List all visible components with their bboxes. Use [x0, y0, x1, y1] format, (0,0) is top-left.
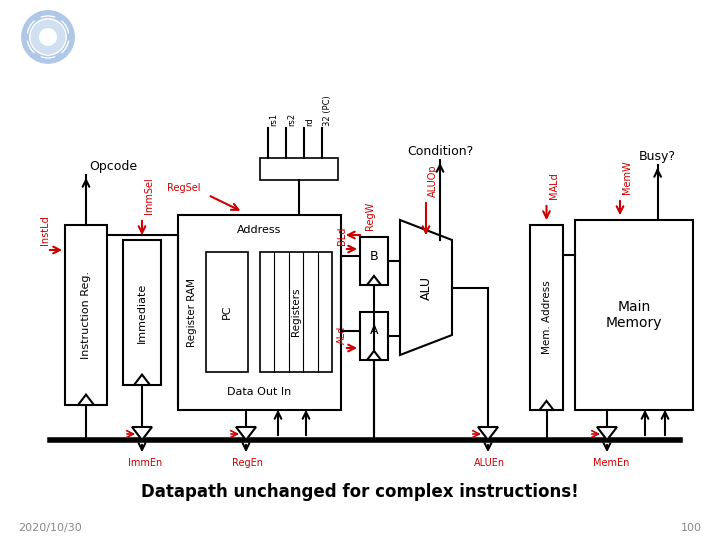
Bar [123, 240, 161, 385]
Polygon shape [367, 276, 381, 285]
Bar [360, 237, 388, 285]
Polygon shape [78, 395, 94, 405]
Circle shape [40, 29, 56, 45]
Text: ALUOp: ALUOp [428, 164, 438, 197]
Text: rs1: rs1 [269, 113, 278, 126]
Text: Data Out In: Data Out In [228, 387, 292, 397]
Polygon shape [539, 401, 554, 410]
Polygon shape [400, 220, 452, 355]
Text: rs2: rs2 [287, 113, 296, 126]
Text: Busy?: Busy? [639, 150, 676, 163]
Text: Immediate: Immediate [137, 282, 147, 342]
Circle shape [30, 19, 66, 55]
Text: Registers: Registers [291, 288, 301, 336]
Text: ALU: ALU [420, 276, 433, 300]
Text: 32 (PC): 32 (PC) [323, 95, 332, 126]
Bar [206, 252, 248, 372]
Bar [178, 215, 341, 410]
Circle shape [20, 9, 76, 65]
Text: Single-Bus Datapath for Microcoded RISC-V: Single-Bus Datapath for Microcoded RISC-… [106, 25, 684, 49]
Text: 100: 100 [681, 523, 702, 533]
Bar [65, 225, 107, 405]
Bar [530, 225, 563, 410]
Bar [360, 312, 388, 360]
Polygon shape [478, 427, 498, 440]
Text: Datapath unchanged for complex instructions!: Datapath unchanged for complex instructi… [141, 483, 579, 501]
Text: B: B [369, 249, 378, 262]
Text: PC: PC [222, 305, 232, 319]
Text: Address: Address [238, 225, 282, 235]
Text: ALUEn: ALUEn [474, 458, 505, 468]
Text: MemEn: MemEn [593, 458, 629, 468]
Polygon shape [367, 351, 381, 360]
Text: RegW: RegW [365, 202, 375, 230]
Text: Register RAM: Register RAM [187, 278, 197, 347]
Text: Main
Memory: Main Memory [606, 300, 662, 330]
Text: A: A [370, 325, 378, 338]
Text: RegSel: RegSel [166, 183, 200, 193]
Polygon shape [597, 427, 617, 440]
Text: Instruction Reg.: Instruction Reg. [81, 271, 91, 359]
Text: Mem. Address: Mem. Address [541, 281, 552, 354]
Polygon shape [132, 427, 152, 440]
Bar [260, 158, 338, 180]
Bar [575, 220, 693, 410]
Text: MALd: MALd [549, 172, 559, 199]
Polygon shape [236, 427, 256, 440]
Bar [260, 252, 332, 372]
Polygon shape [134, 375, 150, 385]
Text: BLd: BLd [337, 227, 347, 245]
Text: MemW: MemW [622, 160, 632, 194]
Text: Opcode: Opcode [89, 160, 137, 173]
Text: ImmEn: ImmEn [128, 458, 162, 468]
Text: rd: rd [305, 117, 314, 126]
Text: RegEn: RegEn [232, 458, 263, 468]
Text: 2020/10/30: 2020/10/30 [18, 523, 82, 533]
Text: ImmSel: ImmSel [144, 177, 154, 214]
Text: ALd: ALd [337, 326, 347, 344]
Text: Condition?: Condition? [407, 145, 473, 158]
Text: InstLd: InstLd [40, 215, 50, 245]
